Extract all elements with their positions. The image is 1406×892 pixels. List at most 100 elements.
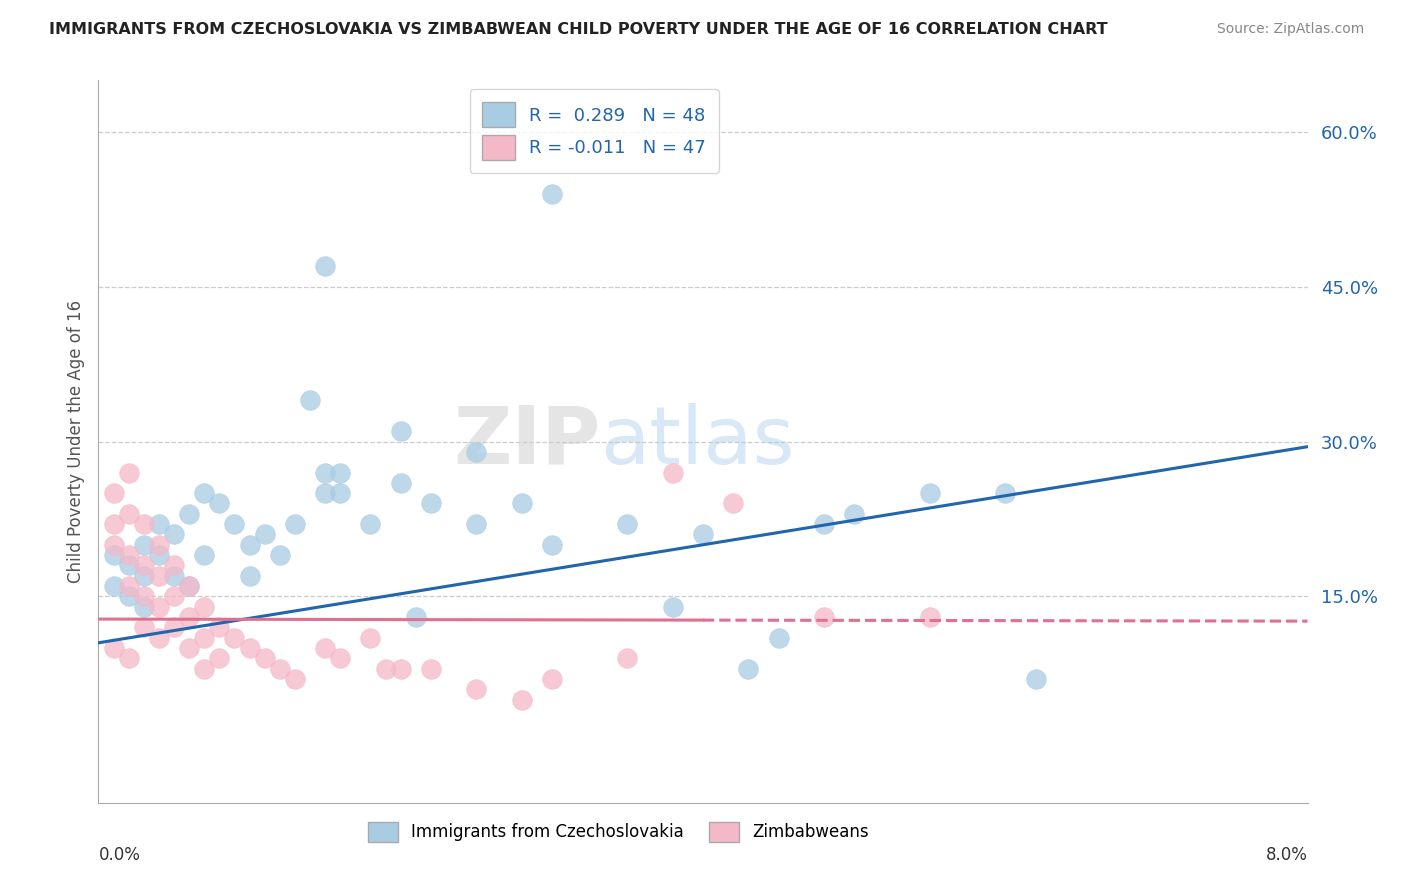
Point (239, 538, 262, 552)
Point (163, 590, 186, 604)
Text: 0.0%: 0.0% (98, 847, 141, 864)
Point (329, 486, 352, 500)
Point (540, 672, 562, 686)
Point (389, 475, 412, 490)
Point (103, 640, 125, 655)
Point (193, 486, 215, 500)
Point (163, 620, 186, 634)
Point (405, 610, 427, 624)
Point (148, 548, 170, 562)
Point (163, 527, 186, 541)
Point (163, 558, 186, 573)
Point (208, 496, 231, 510)
Point (193, 548, 215, 562)
Point (616, 517, 638, 532)
Point (103, 517, 125, 532)
Point (118, 548, 141, 562)
Text: ZIP: ZIP (453, 402, 600, 481)
Point (360, 517, 382, 532)
Point (994, 486, 1017, 500)
Point (208, 651, 231, 665)
Point (284, 672, 307, 686)
Point (374, 662, 396, 676)
Point (269, 662, 291, 676)
Point (208, 620, 231, 634)
Point (510, 692, 533, 706)
Point (224, 631, 246, 645)
Point (314, 640, 336, 655)
Point (420, 662, 443, 676)
Point (118, 651, 141, 665)
Point (118, 590, 141, 604)
Point (103, 579, 125, 593)
Point (253, 527, 276, 541)
Point (616, 651, 638, 665)
Point (239, 568, 262, 582)
Point (314, 466, 336, 480)
Point (132, 538, 155, 552)
Point (420, 496, 443, 510)
Legend: Immigrants from Czechoslovakia, Zimbabweans: Immigrants from Czechoslovakia, Zimbabwe… (361, 815, 876, 848)
Text: atlas: atlas (600, 402, 794, 481)
Text: 8.0%: 8.0% (1265, 847, 1308, 864)
Point (661, 466, 683, 480)
Point (299, 393, 322, 408)
Point (132, 568, 155, 582)
Point (103, 548, 125, 562)
Point (1025, 672, 1047, 686)
Point (510, 496, 533, 510)
Point (360, 631, 382, 645)
Point (465, 517, 488, 532)
Point (179, 579, 201, 593)
Text: Source: ZipAtlas.com: Source: ZipAtlas.com (1216, 22, 1364, 37)
Point (103, 538, 125, 552)
Point (239, 640, 262, 655)
Point (132, 558, 155, 573)
Point (148, 538, 170, 552)
Point (163, 568, 186, 582)
Point (179, 579, 201, 593)
Point (118, 558, 141, 573)
Point (540, 186, 562, 201)
Point (692, 527, 714, 541)
Point (179, 507, 201, 521)
Point (118, 507, 141, 521)
Point (329, 466, 352, 480)
Point (540, 538, 562, 552)
Point (179, 640, 201, 655)
Point (389, 424, 412, 438)
Point (661, 599, 683, 614)
Point (118, 579, 141, 593)
Point (329, 651, 352, 665)
Point (253, 651, 276, 665)
Point (723, 496, 745, 510)
Point (103, 486, 125, 500)
Point (768, 631, 790, 645)
Point (132, 517, 155, 532)
Y-axis label: Child Poverty Under the Age of 16: Child Poverty Under the Age of 16 (66, 300, 84, 583)
Point (132, 590, 155, 604)
Point (148, 568, 170, 582)
Point (314, 259, 336, 273)
Point (737, 662, 759, 676)
Point (844, 507, 866, 521)
Point (118, 466, 141, 480)
Point (918, 486, 941, 500)
Point (224, 517, 246, 532)
Point (193, 599, 215, 614)
Point (918, 610, 941, 624)
Point (148, 517, 170, 532)
Text: IMMIGRANTS FROM CZECHOSLOVAKIA VS ZIMBABWEAN CHILD POVERTY UNDER THE AGE OF 16 C: IMMIGRANTS FROM CZECHOSLOVAKIA VS ZIMBAB… (49, 22, 1108, 37)
Point (813, 610, 835, 624)
Point (389, 662, 412, 676)
Point (813, 517, 835, 532)
Point (148, 631, 170, 645)
Point (465, 682, 488, 697)
Point (314, 486, 336, 500)
Point (132, 599, 155, 614)
Point (284, 517, 307, 532)
Point (179, 610, 201, 624)
Point (193, 662, 215, 676)
Point (132, 620, 155, 634)
Point (269, 548, 291, 562)
